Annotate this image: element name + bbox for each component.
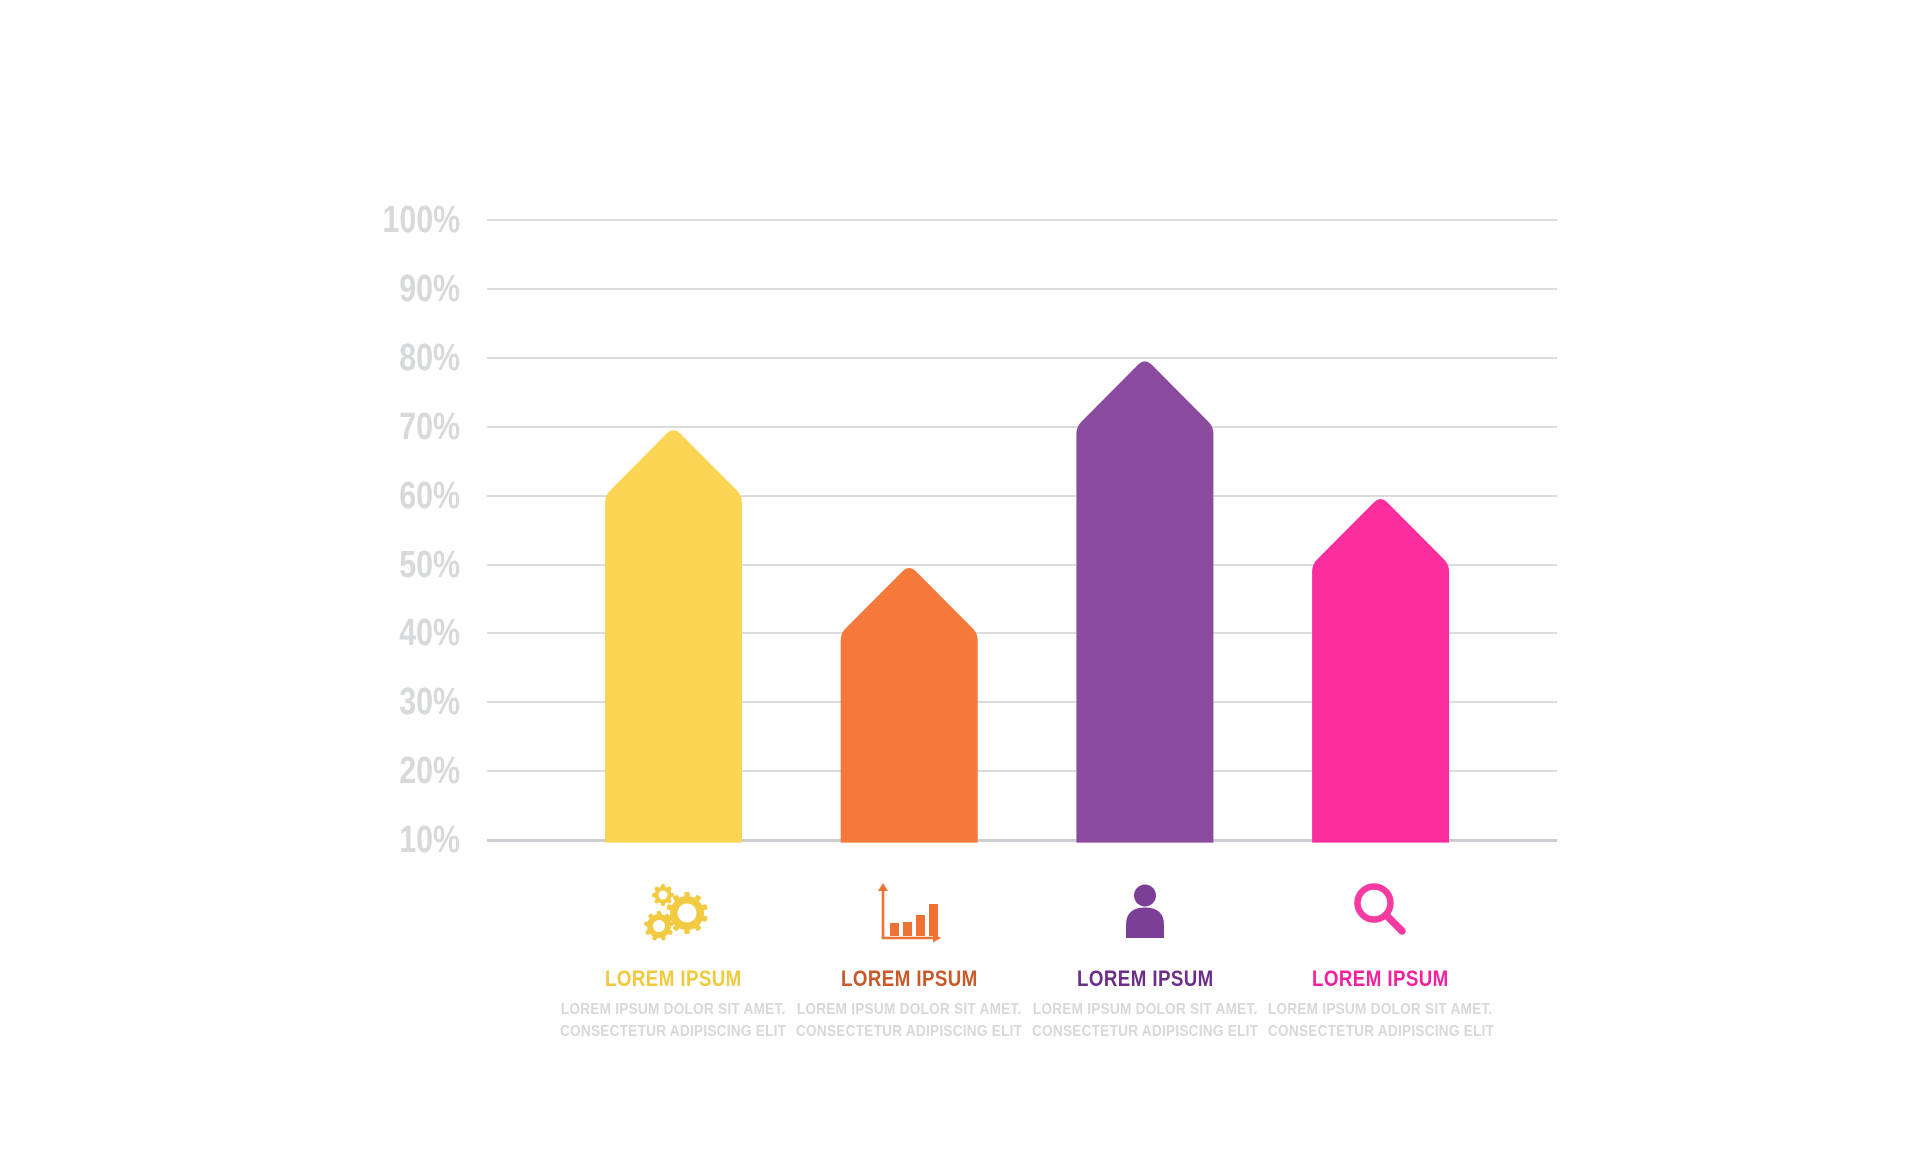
gridline [487,494,1557,497]
gridline [487,425,1557,428]
legend-item-title: LOREM IPSUM [605,966,742,991]
gridline [487,219,1557,221]
legend-item-lorem-ipsum-4: LOREM IPSUM LOREM IPSUM DOLOR SIT AMET. CO… [1231,880,1531,1043]
y-axis-tick-label: 100% [382,199,460,241]
gridline [487,287,1557,290]
legend-item-subtitle: LOREM IPSUM DOLOR SIT AMET. CONSECTETUR A… [796,1001,1023,1040]
legend-item-subtitle: LOREM IPSUM DOLOR SIT AMET. CONSECTETUR A… [1031,1001,1259,1040]
y-axis-tick-label: 20% [399,750,460,793]
legend-item-title: LOREM IPSUM [840,966,978,991]
y-axis-tick-label: 70% [399,405,460,448]
y-axis-tick-label: 10% [399,819,460,862]
legend-item-title: LOREM IPSUM [1312,966,1449,991]
person-icon [995,880,1295,946]
y-axis-tick-label: 30% [399,681,460,724]
arrow-bar-lorem-ipsum-4 [1312,499,1450,843]
search-icon [1231,880,1531,946]
y-axis-tick-label: 60% [399,474,460,517]
gridline [487,770,1557,773]
legend-item-lorem-ipsum-1: LOREM IPSUM LOREM IPSUM DOLOR SIT AMET. CO… [524,880,824,1043]
legend-item-subtitle: LOREM IPSUM DOLOR SIT AMET. CONSECTETUR A… [1267,1001,1494,1040]
arrow-bar-lorem-ipsum-1 [605,430,742,843]
gridline [487,632,1557,635]
y-axis-tick-label: 80% [399,336,460,379]
gridline [487,356,1557,359]
gridline [487,563,1557,566]
arrow-bar-lorem-ipsum-3 [1076,361,1214,843]
bar-chart-icon [759,880,1059,946]
y-axis-tick-label: 50% [399,543,460,586]
legend-item-subtitle: LOREM IPSUM DOLOR SIT AMET. CONSECTETUR A… [560,1001,787,1040]
baseline-gridline [487,839,1557,843]
gridline [487,701,1557,704]
gears-icon [524,880,824,946]
legend-item-title: LOREM IPSUM [1076,966,1214,991]
y-axis-tick-label: 40% [399,612,460,655]
y-axis-tick-label: 90% [399,267,460,310]
legend-item-lorem-ipsum-2: LOREM IPSUM LOREM IPSUM DOLOR SIT AMET. CO… [759,880,1059,1043]
arrow-bar-lorem-ipsum-2 [840,568,978,843]
legend-item-lorem-ipsum-3: LOREM IPSUM LOREM IPSUM DOLOR SIT AMET. CO… [995,880,1295,1043]
